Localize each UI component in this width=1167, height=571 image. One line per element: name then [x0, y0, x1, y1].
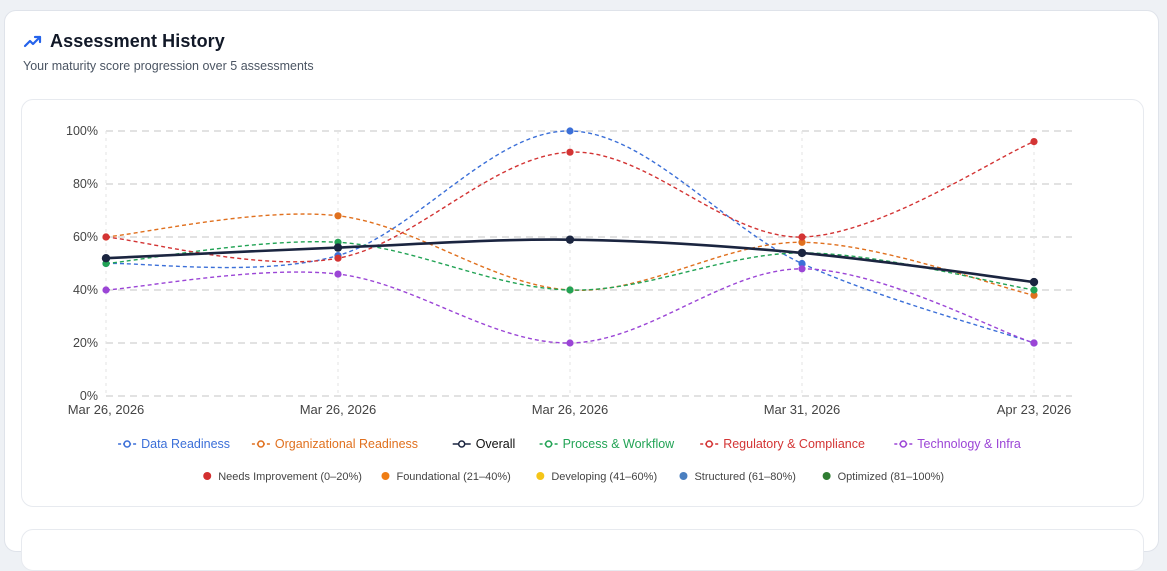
maturity-legend-label: Structured (61–80%)	[694, 471, 796, 483]
data-point-process-workflow	[566, 286, 574, 294]
legend-marker-icon	[899, 440, 908, 448]
maturity-dot-icon	[679, 472, 688, 480]
data-point-regulatory-compliance	[102, 233, 110, 241]
data-point-data-readiness	[798, 259, 806, 268]
y-tick-label: 100%	[66, 124, 98, 138]
maturity-legend-label: Foundational (21–40%)	[396, 471, 510, 483]
line-chart: 0% 20% 40% 60% 80% 100% Mar 26, 2026 Mar 26, 20…	[66, 124, 1072, 483]
legend-marker-icon	[257, 440, 265, 448]
maturity-dot-icon	[536, 472, 545, 480]
data-point-regulatory-compliance	[798, 233, 806, 241]
maturity-dot-icon	[822, 472, 831, 480]
card-header: Assessment History	[23, 31, 225, 52]
maturity-legend-item: Needs Improvement (0–20%)	[203, 471, 362, 483]
maturity-legend-item: Structured (61–80%)	[679, 471, 796, 483]
maturity-legend-item: Optimized (81–100%)	[822, 471, 944, 483]
data-point-technology-infra	[334, 270, 342, 278]
y-tick-label: 80%	[73, 177, 98, 191]
maturity-legend-item: Foundational (21–40%)	[381, 471, 511, 483]
legend-marker-icon	[544, 440, 553, 448]
data-point-technology-infra	[102, 286, 110, 294]
maturity-legend-label: Needs Improvement (0–20%)	[218, 471, 362, 483]
legend-label: Data Readiness	[141, 437, 230, 451]
legend-marker-icon	[123, 440, 131, 448]
maturity-dot-icon	[381, 472, 390, 480]
data-point-data-readiness	[566, 127, 574, 135]
y-tick-label: 0%	[80, 389, 98, 403]
maturity-legend-label: Optimized (81–100%)	[838, 471, 944, 483]
legend-label: Technology & Infra	[917, 437, 1021, 451]
data-point-regulatory-compliance	[1030, 138, 1038, 146]
legend-item-organizational-readiness[interactable]: Organizational Readiness	[251, 437, 418, 451]
y-tick-label: 40%	[73, 283, 98, 297]
data-point-technology-infra	[566, 339, 574, 347]
card-subtitle: Your maturity score progression over 5 a…	[23, 59, 314, 73]
maturity-dot-icon	[203, 472, 212, 480]
chart-container: 0% 20% 40% 60% 80% 100% Mar 26, 2026 Mar 26, 20…	[21, 99, 1144, 507]
y-tick-label: 60%	[73, 230, 98, 244]
legend-label: Process & Workflow	[563, 437, 676, 451]
next-card	[21, 529, 1144, 571]
x-tick-label: Mar 26, 2026	[68, 402, 145, 417]
data-point-organizational-readiness	[798, 238, 806, 246]
trending-up-icon	[23, 35, 42, 47]
data-point-regulatory-compliance	[334, 254, 342, 262]
card-title: Assessment History	[50, 31, 225, 51]
data-point-overall	[1029, 277, 1039, 287]
data-point-overall	[797, 248, 807, 258]
legend-item-regulatory-compliance[interactable]: Regulatory & Compliance	[700, 437, 865, 451]
legend-label: Overall	[476, 437, 516, 451]
x-tick-label: Apr 23, 2026	[997, 402, 1071, 417]
series-line-organizational-readiness	[105, 213, 1035, 296]
legend-item-technology-infra[interactable]: Technology & Infra	[894, 437, 1021, 451]
legend-label: Organizational Readiness	[275, 437, 418, 451]
data-point-overall	[565, 235, 575, 244]
data-point-process-workflow	[1030, 286, 1038, 294]
y-tick-label: 20%	[73, 336, 98, 350]
data-point-overall	[101, 254, 111, 263]
x-tick-label: Mar 26, 2026	[532, 402, 609, 417]
x-tick-label: Mar 26, 2026	[300, 402, 377, 417]
data-point-technology-infra	[798, 265, 806, 273]
data-point-overall	[333, 243, 343, 252]
data-point-organizational-readiness	[334, 212, 342, 220]
legend-marker-icon	[457, 440, 466, 448]
data-point-technology-infra	[1030, 339, 1038, 347]
legend-item-overall[interactable]: Overall	[452, 437, 516, 451]
x-tick-label: Mar 31, 2026	[764, 402, 841, 417]
legend-item-process-workflow[interactable]: Process & Workflow	[539, 437, 676, 451]
maturity-legend-item: Developing (41–60%)	[536, 471, 657, 483]
legend-item-data-readiness[interactable]: Data Readiness	[118, 437, 230, 451]
data-point-regulatory-compliance	[566, 148, 574, 156]
legend-label: Regulatory & Compliance	[723, 437, 865, 451]
legend-marker-icon	[705, 440, 713, 448]
maturity-legend-label: Developing (41–60%)	[551, 471, 657, 483]
assessment-history-card: Assessment History Your maturity score p…	[4, 10, 1159, 571]
data-point-organizational-readiness	[1030, 291, 1038, 299]
